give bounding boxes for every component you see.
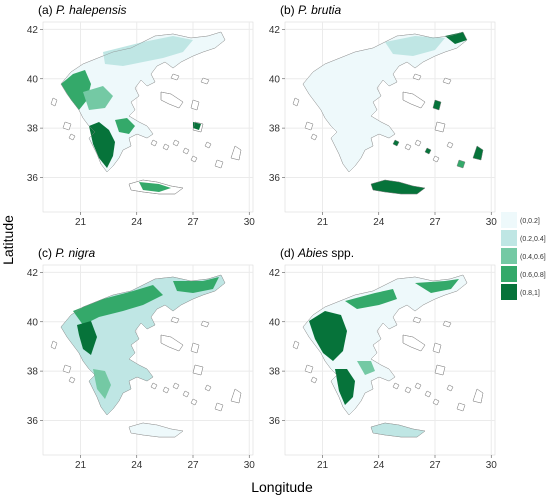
legend-label: (0.2,0.4] xyxy=(520,236,546,243)
legend: (0,0.2] (0.2,0.4] (0.4,0.6] (0.6,0.8] (0.8,1… xyxy=(501,212,546,300)
legend-swatch xyxy=(501,248,517,264)
map-panel-d: (d) Abies spp. 21 24 27 30 42 40 38 36 xyxy=(269,246,497,471)
x-tick-label: 24 xyxy=(131,460,143,471)
y-tick-label: 38 xyxy=(269,124,281,135)
x-tick-label: 24 xyxy=(373,460,385,471)
habitat-patch xyxy=(129,423,183,437)
habitat-patch xyxy=(473,146,483,160)
habitat-patch xyxy=(193,122,201,130)
habitat-patch xyxy=(425,148,431,154)
legend-label: (0,0.2] xyxy=(520,218,540,225)
x-tick-label: 21 xyxy=(75,460,87,471)
habitat-patch xyxy=(77,321,97,355)
y-axis-title: Latitude xyxy=(0,215,16,265)
legend-swatch xyxy=(501,284,517,300)
x-tick-label: 24 xyxy=(131,217,143,228)
y-tick-label: 38 xyxy=(27,124,39,135)
x-tick-label: 27 xyxy=(187,217,199,228)
habitat-patch xyxy=(89,122,115,168)
x-tick-label: 27 xyxy=(187,460,199,471)
habitat-patch xyxy=(93,369,111,399)
panel-title-d: (d) Abies spp. xyxy=(280,246,354,260)
y-tick-label: 42 xyxy=(269,25,281,36)
legend-swatch xyxy=(501,230,517,246)
y-tick-label: 42 xyxy=(27,25,39,36)
habitat-patch xyxy=(83,86,113,110)
legend-label: (0.8,1] xyxy=(520,290,540,297)
map-panel-c: (c) P. nigra 21 24 27 30 42 40 38 36 xyxy=(27,246,255,471)
habitat-patch xyxy=(415,279,459,293)
y-tick-label: 36 xyxy=(27,173,39,184)
habitat-patch xyxy=(173,277,219,293)
y-tick-label: 40 xyxy=(27,317,39,328)
habitat-patch xyxy=(393,140,399,146)
legend-label: (0.4,0.6] xyxy=(520,254,546,261)
y-tick-label: 40 xyxy=(27,74,39,85)
habitat-patch xyxy=(73,285,163,325)
habitat-patch xyxy=(457,160,465,168)
y-tick-label: 36 xyxy=(269,416,281,427)
y-tick-label: 40 xyxy=(269,74,281,85)
habitat-patch xyxy=(445,32,467,44)
habitat-patch xyxy=(357,361,375,375)
y-tick-label: 38 xyxy=(27,367,39,378)
x-tick-label: 30 xyxy=(486,460,498,471)
habitat-patch xyxy=(103,36,193,66)
x-tick-label: 21 xyxy=(75,217,87,228)
x-tick-label: 30 xyxy=(244,460,256,471)
x-tick-label: 30 xyxy=(486,217,498,228)
habitat-patch xyxy=(335,369,355,405)
habitat-patch xyxy=(371,423,425,437)
x-tick-label: 21 xyxy=(317,217,329,228)
x-tick-label: 27 xyxy=(429,217,441,228)
habitat-patch xyxy=(139,182,171,192)
panel-title-c: (c) P. nigra xyxy=(38,246,95,260)
habitat-patch xyxy=(115,118,135,134)
habitat-layer xyxy=(303,32,483,194)
habitat-patch xyxy=(433,100,441,110)
panel-title-b: (b) P. brutia xyxy=(280,3,341,17)
y-tick-label: 40 xyxy=(269,317,281,328)
panel-title-a: (a) P. halepensis xyxy=(38,3,127,17)
habitat-layer xyxy=(61,275,225,437)
habitat-layer xyxy=(303,275,467,437)
habitat-patch xyxy=(309,311,347,361)
y-tick-label: 42 xyxy=(27,268,39,279)
habitat-patch xyxy=(371,180,425,194)
x-tick-label: 30 xyxy=(244,217,256,228)
map-panel-a: (a) P. halepensis 21 24 27 30 42 40 38 36 xyxy=(27,3,255,228)
x-tick-label: 21 xyxy=(317,460,329,471)
habitat-layer xyxy=(61,32,225,192)
habitat-patch xyxy=(385,36,445,56)
legend-swatch xyxy=(501,266,517,282)
y-tick-label: 36 xyxy=(269,173,281,184)
y-tick-label: 42 xyxy=(269,268,281,279)
y-tick-label: 38 xyxy=(269,367,281,378)
habitat-patch xyxy=(303,32,467,172)
habitat-patch xyxy=(61,70,91,110)
y-tick-label: 36 xyxy=(27,416,39,427)
legend-label: (0.6,0.8] xyxy=(520,272,546,279)
x-tick-label: 27 xyxy=(429,460,441,471)
legend-swatch xyxy=(501,212,517,228)
x-axis-title: Longitude xyxy=(251,479,313,495)
map-panel-b: (b) P. brutia 21 24 27 30 42 40 38 36 xyxy=(269,3,497,228)
x-tick-label: 24 xyxy=(373,217,385,228)
habitat-patch xyxy=(345,289,397,309)
